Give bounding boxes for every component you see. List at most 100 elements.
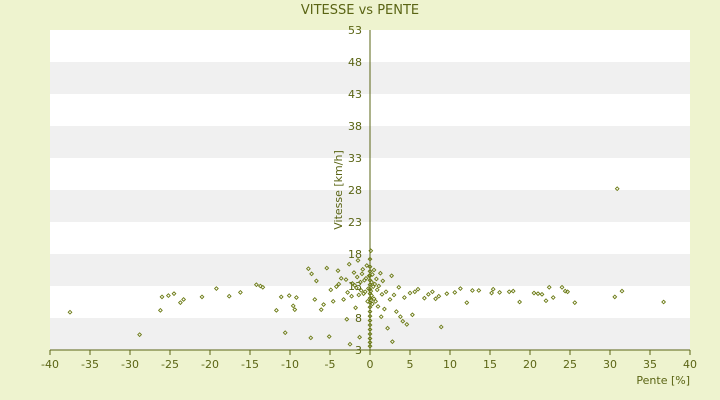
data-point [429,289,435,295]
data-point [377,270,383,276]
data-point [367,327,373,332]
data-point [374,287,380,293]
data-point [400,318,406,324]
data-point [546,284,552,290]
data-point [367,286,373,292]
data-point [401,295,407,300]
data-point [385,325,391,331]
data-point [237,289,243,295]
data-point [369,301,375,307]
data-point [367,339,373,345]
data-point [376,283,382,289]
data-point [330,298,336,304]
data-point [367,318,373,323]
y-tick-label: 23 [348,216,362,229]
data-point [273,307,279,313]
data-point [565,289,571,295]
data-point [490,286,496,292]
data-point [363,275,369,281]
data-point [379,291,385,297]
data-point [415,286,421,292]
data-point [469,288,475,293]
data-point [335,268,341,274]
data-point [535,291,541,297]
data-point [349,293,355,299]
data-point [497,289,503,295]
data-point [354,274,360,280]
data-point [404,321,410,327]
data-point [165,293,171,299]
data-point [308,335,314,341]
data-point [318,307,324,313]
x-tick-label: 0 [367,358,374,371]
data-point [367,304,373,310]
data-point [360,266,366,272]
axes [49,30,691,355]
data-point [177,300,183,306]
data-point [489,290,495,296]
data-point [438,324,444,330]
data-point [444,291,450,297]
data-point [373,276,379,282]
data-point [409,312,415,318]
data-point [367,331,373,337]
data-point [347,341,353,347]
data-point [359,271,365,277]
chart-title: VITESSE vs PENTE [301,3,419,18]
data-point [365,298,371,304]
data-point [375,304,381,309]
data-point [349,281,355,286]
data-point [326,334,332,339]
data-points [67,186,667,349]
data-point [353,305,359,311]
x-tick-label: -5 [325,358,336,371]
data-point [389,273,395,279]
data-point [278,294,284,300]
data-point [171,291,177,297]
y-tick-label: 48 [348,56,362,69]
data-point [346,261,352,267]
data-point [343,277,349,283]
data-point [371,267,377,273]
data-point [559,284,565,290]
data-point [328,287,334,293]
data-point [372,281,378,287]
data-point [366,273,372,279]
data-point [367,322,373,328]
x-tick-label: -40 [41,358,59,371]
data-point [380,278,386,284]
data-point [321,302,327,307]
data-point [383,289,389,295]
data-point [464,300,470,306]
y-tick-label: 43 [348,88,362,101]
x-tick-label: -10 [281,358,299,371]
y-axis-label: Vitesse [km/h] [332,150,345,230]
data-point [367,256,373,262]
data-point [550,295,556,300]
data-point [286,293,292,299]
x-tick-label: 5 [407,358,414,371]
data-point [309,271,315,277]
data-point [368,248,374,254]
data-point [412,289,418,295]
data-point [389,339,395,345]
x-tick-label: 35 [643,358,657,371]
x-axis-label: Pente [%] [636,374,690,387]
data-point [452,289,458,295]
x-tick-label: -25 [161,358,179,371]
data-point [396,284,402,290]
data-point [367,343,373,349]
x-tick-label: 25 [563,358,577,371]
data-point [67,309,73,315]
data-point [355,257,361,263]
data-point [510,288,516,294]
data-point [312,297,318,302]
data-point [612,294,618,300]
data-point [253,282,259,288]
data-point [282,330,288,336]
data-point [364,263,370,268]
data-point [531,290,537,296]
data-point [341,297,347,302]
